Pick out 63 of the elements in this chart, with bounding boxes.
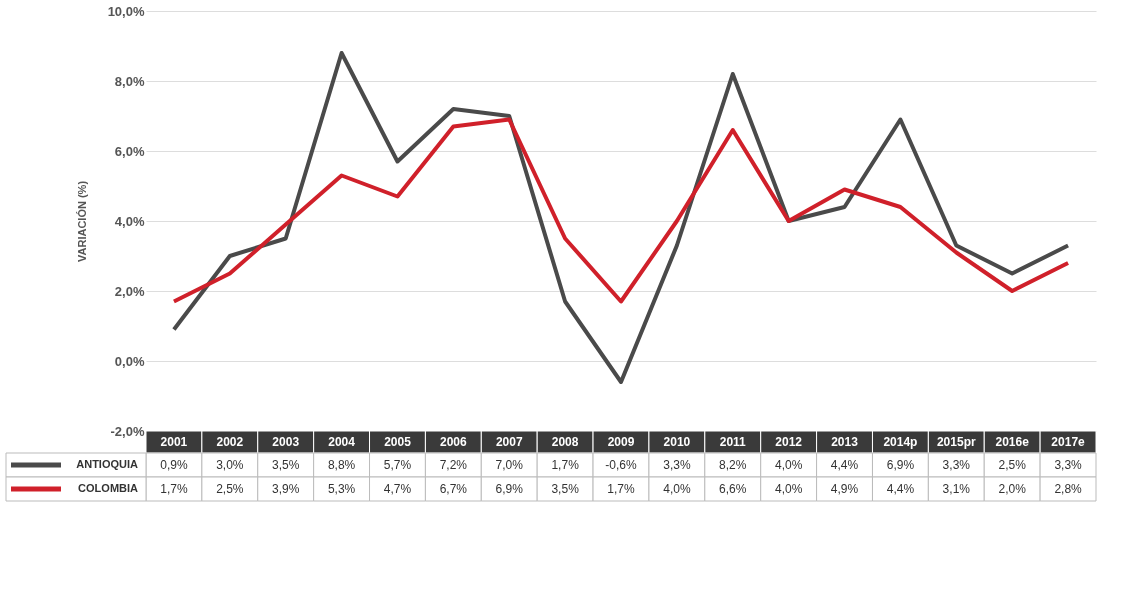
data-label: 4,4% [886,482,915,496]
line-series [171,51,1071,384]
data-label: 5,7% [383,458,412,472]
data-label: 6,7% [439,482,468,496]
data-label: 1,7% [551,458,580,472]
x-tick-label: 2003 [272,435,300,449]
data-label: 2,5% [998,458,1027,472]
data-label: 3,9% [272,482,300,496]
data-label: 7,0% [495,458,524,472]
data-label: 8,8% [327,458,356,472]
x-tick-label: 2013 [831,435,859,449]
x-tick-label: 2008 [551,435,579,449]
data-label: 7,2% [439,458,468,472]
x-tick-label: 2009 [607,435,635,449]
x-tick-label: 2005 [384,435,412,449]
data-label: 3,1% [942,482,971,496]
data-label: 2,0% [998,482,1027,496]
data-label: 5,3% [327,482,356,496]
data-label: 4,9% [830,482,859,496]
x-tick-label: 2010 [663,435,691,449]
data-label: 2,8% [1054,482,1083,496]
data-label: 3,0% [216,458,244,472]
data-label: -0,6% [605,458,637,472]
data-label: 3,5% [272,458,300,472]
legend-label: COLOMBIA [78,482,139,494]
y-tick-label: -2,0% [110,423,145,439]
y-axis-title: VARIACIÓN (%) [75,180,88,263]
data-label: 1,7% [160,482,188,496]
data-label: 4,0% [774,458,803,472]
line-series [171,117,1071,304]
x-tick-label: 2017e [1051,435,1086,449]
y-tick-label: 6,0% [114,143,145,159]
y-tick-label: 0,0% [114,353,145,369]
data-label: 1,7% [607,482,635,496]
data-label: 8,2% [719,458,747,472]
x-tick-label: 2012 [775,435,803,449]
x-tick-label: 2002 [216,435,244,449]
x-tick-label: 2011 [719,435,747,449]
x-tick-label: 2016e [995,435,1030,449]
data-label: 6,9% [886,458,915,472]
y-tick-label: 2,0% [114,283,145,299]
data-label: 6,9% [495,482,524,496]
x-tick-label: 2007 [495,435,523,449]
data-label: 3,5% [551,482,580,496]
x-tick-label: 2004 [328,435,356,449]
data-label: 3,3% [942,458,971,472]
x-tick-label: 2006 [440,435,468,449]
data-label: 3,3% [663,458,691,472]
y-tick-label: 4,0% [114,213,145,229]
data-label: 4,0% [774,482,803,496]
x-tick-label: 2015pr [936,435,976,449]
x-tick-label: 2014p [883,435,918,449]
data-label: 4,4% [830,458,859,472]
data-label: 6,6% [719,482,747,496]
y-tick-label: 8,0% [114,73,145,89]
data-label: 4,7% [383,482,412,496]
data-label: 2,5% [216,482,244,496]
x-tick-label: 2001 [160,435,188,449]
y-tick-label: 10,0% [107,3,145,19]
data-label: 0,9% [160,458,188,472]
data-label: 3,3% [1054,458,1083,472]
legend-label: ANTIOQUIA [76,458,139,470]
data-label: 4,0% [663,482,691,496]
